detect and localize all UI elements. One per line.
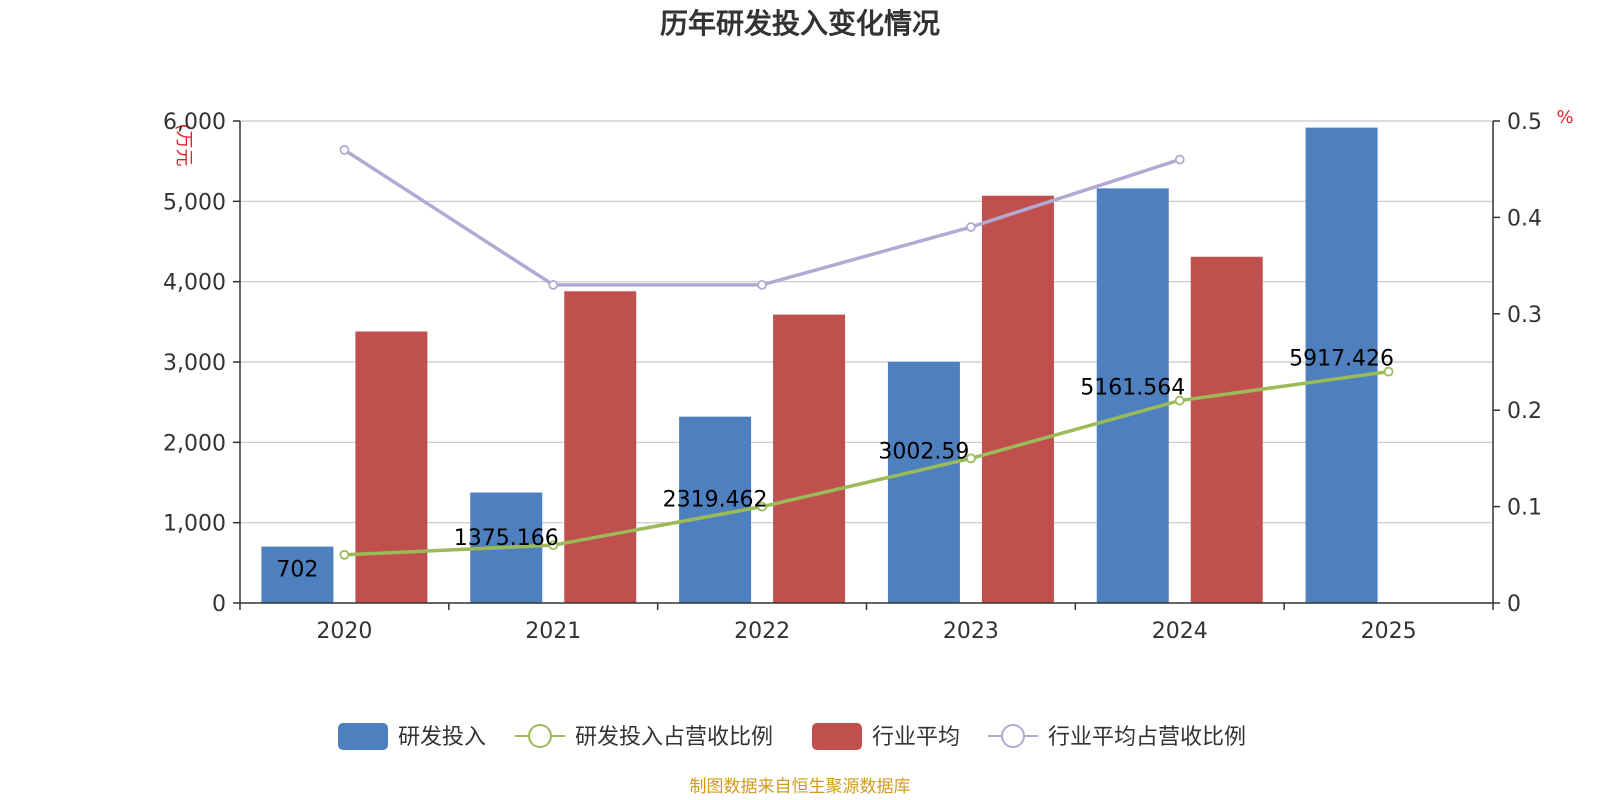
line-point (1383, 366, 1394, 377)
bar-data-label: 2319.462 (663, 488, 768, 513)
left-tick-label: 6,000 (163, 110, 226, 135)
x-tick-label: 2022 (734, 619, 790, 644)
bar-rd-investment (1096, 188, 1169, 603)
legend-marker (1001, 724, 1025, 748)
bar-industry-average (564, 291, 637, 603)
chart-title: 历年研发投入变化情况 (660, 7, 940, 40)
line-point (339, 145, 350, 155)
bar-industry-average (981, 195, 1054, 603)
legend: 研发投入 研发投入占营收比例 行业平均 行业平均占营收比例 (338, 723, 1246, 750)
legend-label: 研发投入 (398, 725, 486, 750)
grid-lines (240, 120, 1493, 524)
line-point (757, 501, 767, 512)
bar-data-label: 5917.426 (1289, 347, 1394, 372)
right-tick-label: 0.2 (1507, 399, 1542, 424)
bar-industry-average (355, 331, 428, 603)
line-series-1 (344, 369, 1389, 557)
line-point (966, 222, 976, 232)
line-series-3 (343, 148, 1181, 287)
bar-data-label: 5161.564 (1080, 376, 1185, 401)
x-tick-label: 2024 (1152, 619, 1208, 644)
right-tick-label: 0 (1507, 592, 1521, 617)
left-tick-label: 1,000 (163, 512, 226, 537)
line-point (1174, 395, 1185, 406)
legend-label: 研发投入占营收比例 (575, 725, 773, 750)
bar-rd-investment (1305, 127, 1378, 603)
bar-industry-average (1190, 256, 1263, 603)
line-point (966, 453, 976, 464)
bar-data-label: 1375.166 (454, 526, 559, 551)
data-labels: 702 1375.166 2319.462 3002.59 5161.564 5917.4… (276, 347, 1394, 583)
bar-rd-investment (261, 546, 334, 603)
x-tick-label: 2025 (1361, 619, 1417, 644)
x-tick-label: 2021 (525, 619, 581, 644)
line-point (548, 540, 559, 551)
legend-bar-swatch (338, 723, 388, 750)
axes: 0 1,000 2,000 3,000 4,000 5,000 6,000 0 0.1 0.2 0.… (163, 110, 1542, 644)
series-lines (339, 145, 1394, 560)
x-tick-label: 2020 (316, 619, 372, 644)
right-tick-label: 0.4 (1507, 206, 1542, 231)
left-axis-unit: (万元 (173, 123, 194, 166)
left-tick-label: 2,000 (163, 431, 226, 456)
legend-label: 行业平均占营收比例 (1048, 725, 1246, 750)
line-point (548, 279, 559, 290)
right-tick-label: 0.3 (1507, 303, 1542, 328)
right-axis-unit: % (1556, 107, 1573, 128)
legend-bar-swatch (812, 723, 862, 750)
legend-marker (528, 724, 552, 748)
bar-industry-average (773, 314, 846, 603)
left-tick-label: 3,000 (163, 351, 226, 376)
line-point (757, 279, 767, 290)
right-tick-label: 0.1 (1507, 496, 1542, 521)
legend-label: 行业平均 (872, 725, 960, 750)
x-tick-label: 2023 (943, 619, 999, 644)
source-note: 制图数据来自恒生聚源数据库 (690, 777, 911, 797)
bars (261, 127, 1378, 603)
bar-rd-investment (887, 361, 960, 603)
right-tick-label: 0.5 (1507, 110, 1542, 135)
line-point (339, 549, 350, 560)
line-point (1174, 154, 1185, 165)
left-tick-label: 0 (212, 592, 226, 617)
left-tick-label: 4,000 (163, 271, 226, 296)
bar-data-label: 3002.59 (878, 439, 969, 464)
bar-data-label: 702 (276, 558, 318, 583)
left-tick-label: 5,000 (163, 190, 226, 215)
